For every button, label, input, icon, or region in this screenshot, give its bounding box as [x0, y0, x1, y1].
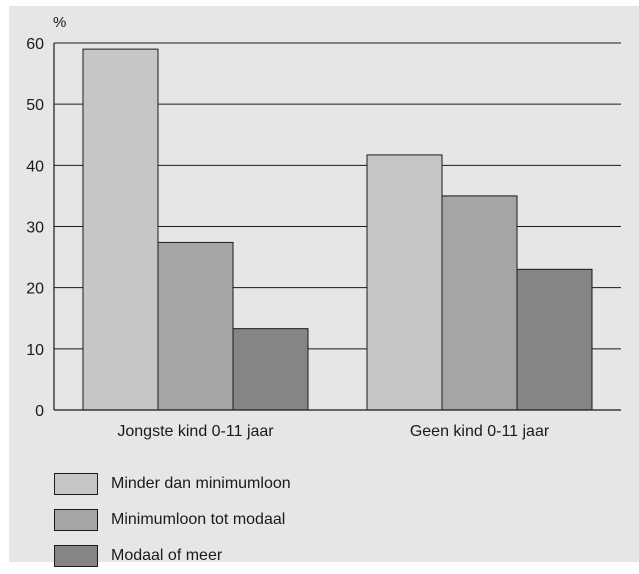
bars	[82, 48, 593, 411]
y-axis-ticks: 0 10 20 30 40 50 60	[26, 36, 44, 420]
legend-item-minder-dan-minimumloon: Minder dan minimumloon	[54, 466, 291, 502]
y-tick-label: 0	[35, 403, 44, 420]
bar	[516, 268, 593, 411]
bar	[82, 48, 159, 411]
y-tick-label: 40	[26, 158, 44, 175]
y-tick-label: 10	[26, 342, 44, 359]
legend-label: Minimumloon tot modaal	[111, 511, 286, 528]
y-tick-label: 50	[26, 97, 44, 114]
legend-swatch	[54, 509, 98, 531]
legend-item-minimumloon-tot-modaal: Minimumloon tot modaal	[54, 502, 291, 538]
bar-chart: % 0 10 20 30 40 50 60 Jongste kind 0-11 jaar Ge…	[26, 14, 621, 440]
legend: Minder dan minimumloon Minimumloon tot m…	[54, 466, 291, 574]
bar	[157, 241, 234, 411]
y-tick-label: 60	[26, 36, 44, 53]
legend-label: Modaal of meer	[111, 547, 223, 564]
bar	[232, 328, 309, 411]
legend-item-modaal-of-meer: Modaal of meer	[54, 538, 291, 574]
bar	[366, 154, 443, 411]
bar	[441, 195, 518, 411]
y-tick-label: 20	[26, 281, 44, 298]
y-unit-label: %	[53, 14, 66, 31]
legend-swatch	[54, 545, 98, 567]
legend-label: Minder dan minimumloon	[111, 475, 291, 492]
x-tick-label: Jongste kind 0-11 jaar	[117, 423, 274, 440]
y-tick-label: 30	[26, 220, 44, 237]
x-axis-labels: Jongste kind 0-11 jaar Geen kind 0-11 jaa…	[117, 423, 549, 440]
legend-swatch	[54, 473, 98, 495]
x-tick-label: Geen kind 0-11 jaar	[410, 423, 550, 440]
